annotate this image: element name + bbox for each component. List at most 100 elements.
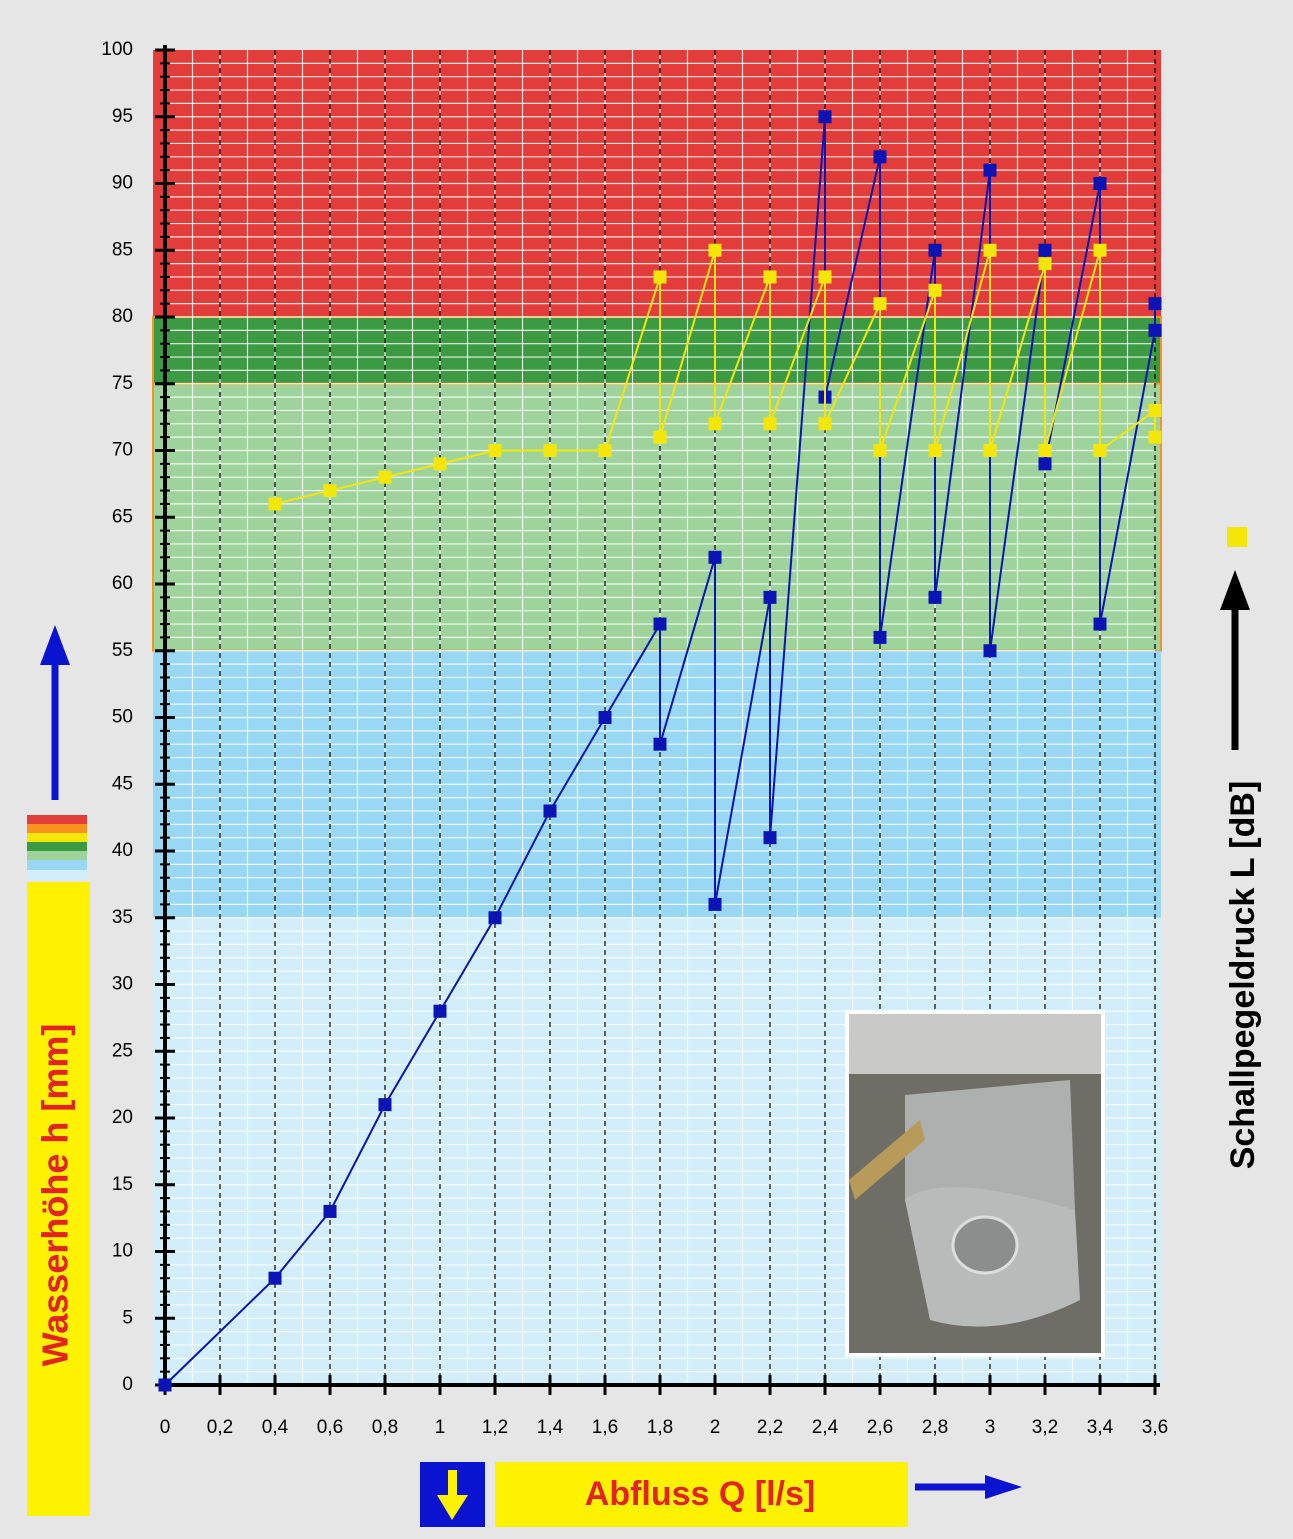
photo-tiles [849,1014,1101,1074]
y-tick-label: 25 [112,1040,133,1061]
x-tick-label: 1,8 [647,1417,673,1438]
band [153,317,1161,384]
point [1039,444,1052,457]
y-tick-label: 40 [112,840,133,861]
point [1094,618,1107,631]
band-key [27,815,87,880]
point [434,457,447,470]
y-tick-label: 90 [112,173,133,194]
point [764,270,777,283]
y-tick-label: 75 [112,373,133,394]
point [544,444,557,457]
point [544,804,557,817]
legend-marker [1227,527,1247,547]
x-tick-label: 3,4 [1087,1417,1114,1438]
point [1094,444,1107,457]
point [764,831,777,844]
point [709,551,722,564]
y-tick-label: 45 [112,773,133,794]
point [984,164,997,177]
point [874,631,887,644]
point [874,444,887,457]
point [324,1205,337,1218]
y-tick-label: 30 [112,974,133,995]
x-tick-label: 3,2 [1032,1417,1058,1438]
y-tick-label: 35 [112,907,133,928]
y-tick-label: 70 [112,440,133,461]
point [489,911,502,924]
point [984,444,997,457]
key-lightgreen [27,851,87,860]
point [1149,297,1162,310]
point [269,1272,282,1285]
point [1149,404,1162,417]
point [929,244,942,257]
point [1039,257,1052,270]
point [874,150,887,163]
arrow [448,1470,457,1498]
point [1149,324,1162,337]
y-tick-label: 10 [112,1241,133,1262]
x-tick-label: 2 [710,1417,721,1438]
point [379,1098,392,1111]
point [709,417,722,430]
point [434,1005,447,1018]
x-tick-label: 3 [985,1417,996,1438]
y-axis-title: Wasserhöhe h [mm] [35,1024,76,1367]
key-green [27,842,87,851]
point [599,444,612,457]
photo [845,1010,1105,1357]
point [654,738,667,751]
point [874,297,887,310]
x-tick-label: 2,4 [812,1417,839,1438]
x-tick-label: 1 [435,1417,446,1438]
point [819,270,832,283]
x-tick-label: 2,2 [757,1417,783,1438]
x-tick-label: 2,6 [867,1417,893,1438]
x-tick-label: 2,8 [922,1417,948,1438]
y-tick-label: 100 [101,39,133,60]
chart: 0510152025303540455055606570758085909510… [0,0,1293,1539]
y-tick-label: 60 [112,573,133,594]
x-axis-title: Abfluss Q [l/s] [585,1475,815,1513]
y-tick-label: 85 [112,239,133,260]
point [709,898,722,911]
y-tick-label: 50 [112,707,133,728]
point [654,618,667,631]
point [599,711,612,724]
x-tick-label: 0,4 [262,1417,289,1438]
key-orange [27,824,87,833]
x-tick-label: 3,6 [1142,1417,1168,1438]
key-red [27,815,87,824]
y-tick-label: 80 [112,306,133,327]
key-blue [27,860,87,870]
x-tick-label: 0,6 [317,1417,343,1438]
y-tick-label: 55 [112,640,133,661]
point [269,497,282,510]
key-yellow [27,833,87,842]
point [984,644,997,657]
point [764,417,777,430]
x-tick-label: 0,8 [372,1417,398,1438]
y-tick-label: 20 [112,1107,133,1128]
y2-axis-title: Schallpegeldruck L [dB] [1224,781,1262,1170]
point [324,484,337,497]
point [654,270,667,283]
y-tick-label: 0 [122,1374,133,1395]
point [984,244,997,257]
key-lightblue [27,870,87,880]
point [1149,431,1162,444]
point [709,244,722,257]
y-tick-label: 5 [122,1307,133,1328]
point [654,431,667,444]
x-tick-label: 1,4 [537,1417,564,1438]
y-tick-label: 65 [112,506,133,527]
point [929,284,942,297]
x-tick-label: 0 [160,1417,171,1438]
point [159,1379,172,1392]
y-tick-label: 15 [112,1174,133,1195]
photo-drain [953,1217,1017,1273]
x-tick-label: 1,6 [592,1417,618,1438]
point [489,444,502,457]
point [1039,457,1052,470]
